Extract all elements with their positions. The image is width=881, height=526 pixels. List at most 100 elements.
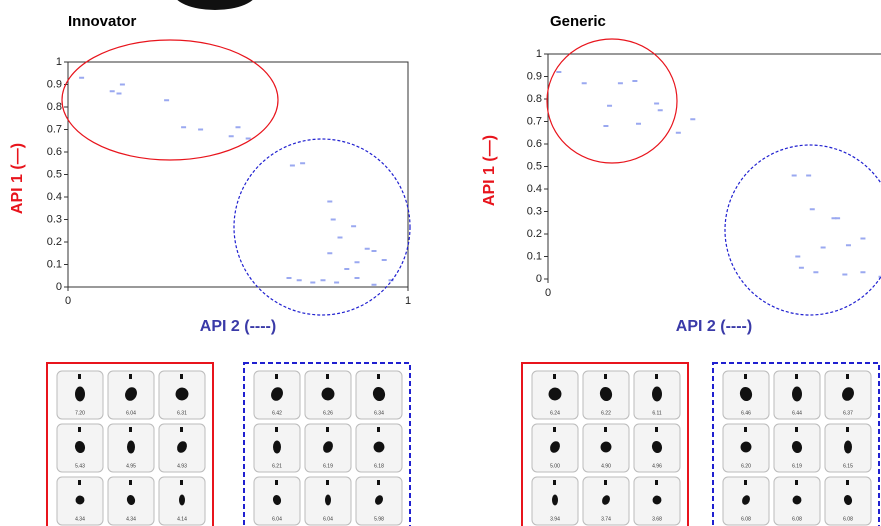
y-tick-label: 0.9 xyxy=(527,70,542,82)
particle xyxy=(652,495,662,505)
scatter-point xyxy=(675,131,681,134)
particle-size: 4.95 xyxy=(126,463,136,469)
x-tick-label: 0 xyxy=(545,287,551,299)
scatter-point xyxy=(809,208,815,211)
scatter-point xyxy=(334,281,340,284)
scale-marker xyxy=(180,427,183,432)
particle-size: 6.31 xyxy=(177,410,187,416)
scatter-point xyxy=(181,126,187,129)
scale-marker xyxy=(326,480,329,485)
scale-marker xyxy=(744,480,747,485)
logo-fragment xyxy=(177,0,253,10)
particle-size: 7.20 xyxy=(75,410,85,416)
scale-marker xyxy=(846,480,849,485)
y-tick-label: 0.1 xyxy=(527,250,542,262)
x-tick-label: 1 xyxy=(405,295,411,307)
scale-marker xyxy=(377,374,380,379)
scatter-point xyxy=(603,125,609,127)
y-tick-label: 0.4 xyxy=(527,183,542,195)
plot-frame xyxy=(67,61,409,288)
particle-size: 4.14 xyxy=(177,516,187,522)
particle-size: 6.46 xyxy=(741,410,751,416)
scatter-point xyxy=(364,247,370,250)
particle xyxy=(75,386,85,402)
particle xyxy=(742,495,750,505)
particle xyxy=(179,494,185,506)
scale-marker xyxy=(604,374,607,379)
scale-marker xyxy=(744,374,747,379)
scale-marker xyxy=(275,427,278,432)
particle xyxy=(842,387,854,401)
y-tick-label: 0.4 xyxy=(47,191,62,203)
scale-marker xyxy=(795,480,798,485)
particle-size: 6.15 xyxy=(843,463,853,469)
scatter-point xyxy=(842,273,848,276)
scatter-point xyxy=(235,126,241,129)
scale-marker xyxy=(553,427,556,432)
particle-size: 6.11 xyxy=(652,410,662,416)
y-tick-label: 0.9 xyxy=(47,78,62,90)
scatter-point xyxy=(556,71,562,73)
particle-size: 5.00 xyxy=(550,463,560,469)
scale-marker xyxy=(655,480,658,485)
scatter-point xyxy=(806,174,812,177)
scatter-point xyxy=(344,268,350,270)
scale-marker xyxy=(846,374,849,379)
scale-marker xyxy=(846,427,849,432)
cluster-outline xyxy=(724,144,881,316)
particle-size: 6.20 xyxy=(741,463,751,469)
scale-marker xyxy=(129,374,132,379)
y-tick-label: 0.2 xyxy=(47,236,62,248)
particle xyxy=(600,441,612,453)
particle xyxy=(271,387,283,401)
scale-marker xyxy=(655,427,658,432)
scatter-point xyxy=(636,122,641,125)
scatter-point xyxy=(289,164,295,167)
scale-marker xyxy=(377,427,380,432)
y-tick-label: 0.7 xyxy=(527,115,542,127)
y-tick-label: 0.7 xyxy=(47,123,62,135)
scatter-point xyxy=(617,82,623,85)
particle-size: 6.26 xyxy=(323,410,333,416)
scatter-point xyxy=(119,83,125,86)
particle-size: 6.19 xyxy=(792,463,802,469)
content: Innovator 0 0.1 0.2 0.3 0.4 0.5 0.6 0.7 0.8 0.9 1 0 1… xyxy=(9,13,881,526)
scatter-point xyxy=(327,252,333,255)
scatter-point xyxy=(116,92,122,95)
particle-size: 5.43 xyxy=(75,463,85,469)
scatter-point xyxy=(860,237,866,240)
cluster-outline xyxy=(61,39,279,161)
scatter-point xyxy=(109,90,115,93)
scale-marker xyxy=(78,427,81,432)
y-tick-label: 0.6 xyxy=(527,138,542,150)
scatter-point xyxy=(632,80,638,82)
particle xyxy=(372,386,386,402)
scatter-point xyxy=(657,109,663,112)
scatter-point xyxy=(581,82,587,85)
particle xyxy=(843,494,853,506)
particle xyxy=(652,386,662,402)
scale-marker xyxy=(795,427,798,432)
particle-size: 6.34 xyxy=(374,410,384,416)
scatter-point xyxy=(845,244,851,247)
chart-title: Generic xyxy=(550,13,606,30)
cluster-outline xyxy=(233,138,411,316)
scale-marker xyxy=(78,480,81,485)
y-tick-label: 0.1 xyxy=(47,258,62,270)
scatter-point xyxy=(860,271,866,274)
particle-size: 5.98 xyxy=(374,516,384,522)
scale-marker xyxy=(129,427,132,432)
particle-size: 6.08 xyxy=(792,516,802,522)
particle xyxy=(792,386,802,402)
particle-size: 6.08 xyxy=(741,516,751,522)
particle xyxy=(375,495,383,505)
particle-size: 6.18 xyxy=(374,463,384,469)
particle-size: 6.42 xyxy=(272,410,282,416)
particle xyxy=(740,441,752,453)
scatter-point xyxy=(245,137,251,140)
scale-marker xyxy=(795,374,798,379)
particle-size: 6.04 xyxy=(126,410,136,416)
particle-size: 4.34 xyxy=(75,516,85,522)
scatter-point xyxy=(381,259,387,261)
particle xyxy=(739,386,753,402)
